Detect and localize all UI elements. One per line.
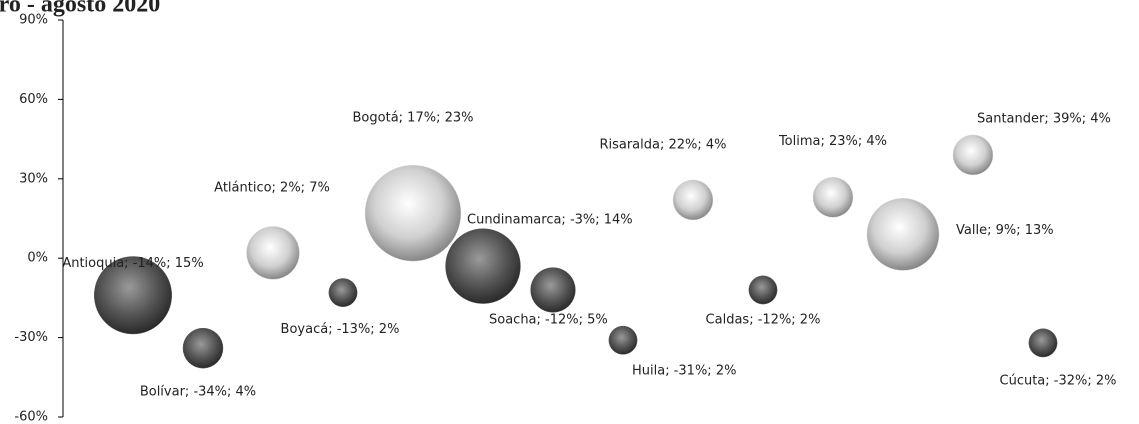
bubble <box>866 198 940 271</box>
bubble <box>328 278 358 307</box>
y-tick-label: 0% <box>27 251 48 266</box>
bubble <box>364 164 462 262</box>
y-tick-label: 90% <box>19 13 48 28</box>
bubble <box>812 177 854 218</box>
bubble <box>748 275 778 305</box>
data-label: Risaralda; 22%; 4% <box>599 137 726 152</box>
data-label: Boyacá; -13%; 2% <box>281 322 400 337</box>
chart-title: ero - agosto 2020 <box>0 0 160 18</box>
data-label: Atlántico; 2%; 7% <box>214 180 330 195</box>
y-tick-label: 30% <box>19 171 48 186</box>
data-label: Huila; -31%; 2% <box>632 364 736 379</box>
y-tick-label: 60% <box>19 92 48 107</box>
bubble <box>672 179 714 221</box>
data-label: Soacha; -12%; 5% <box>489 312 608 327</box>
y-tick-label: -60% <box>14 410 48 424</box>
data-label: Bolívar; -34%; 4% <box>140 385 256 400</box>
bubble <box>246 226 300 280</box>
data-label: Caldas; -12%; 2% <box>706 312 821 327</box>
bubble <box>445 228 521 304</box>
bubble <box>530 267 576 313</box>
bubble <box>608 325 638 355</box>
data-label: Antioquia; -14%; 15% <box>62 256 203 271</box>
bubble <box>94 256 172 335</box>
data-label: Bogotá; 17%; 23% <box>353 111 474 126</box>
data-label: Tolima; 23%; 4% <box>778 134 887 149</box>
data-label: Cundinamarca; -3%; 14% <box>467 213 633 228</box>
bubble <box>182 327 224 369</box>
data-label: Valle; 9%; 13% <box>956 223 1054 238</box>
data-label: Santander; 39%; 4% <box>977 111 1111 126</box>
y-tick-label: -30% <box>14 330 48 345</box>
bubble <box>1028 328 1058 358</box>
data-label: Cúcuta; -32%; 2% <box>1000 373 1117 388</box>
bubble <box>952 134 994 176</box>
